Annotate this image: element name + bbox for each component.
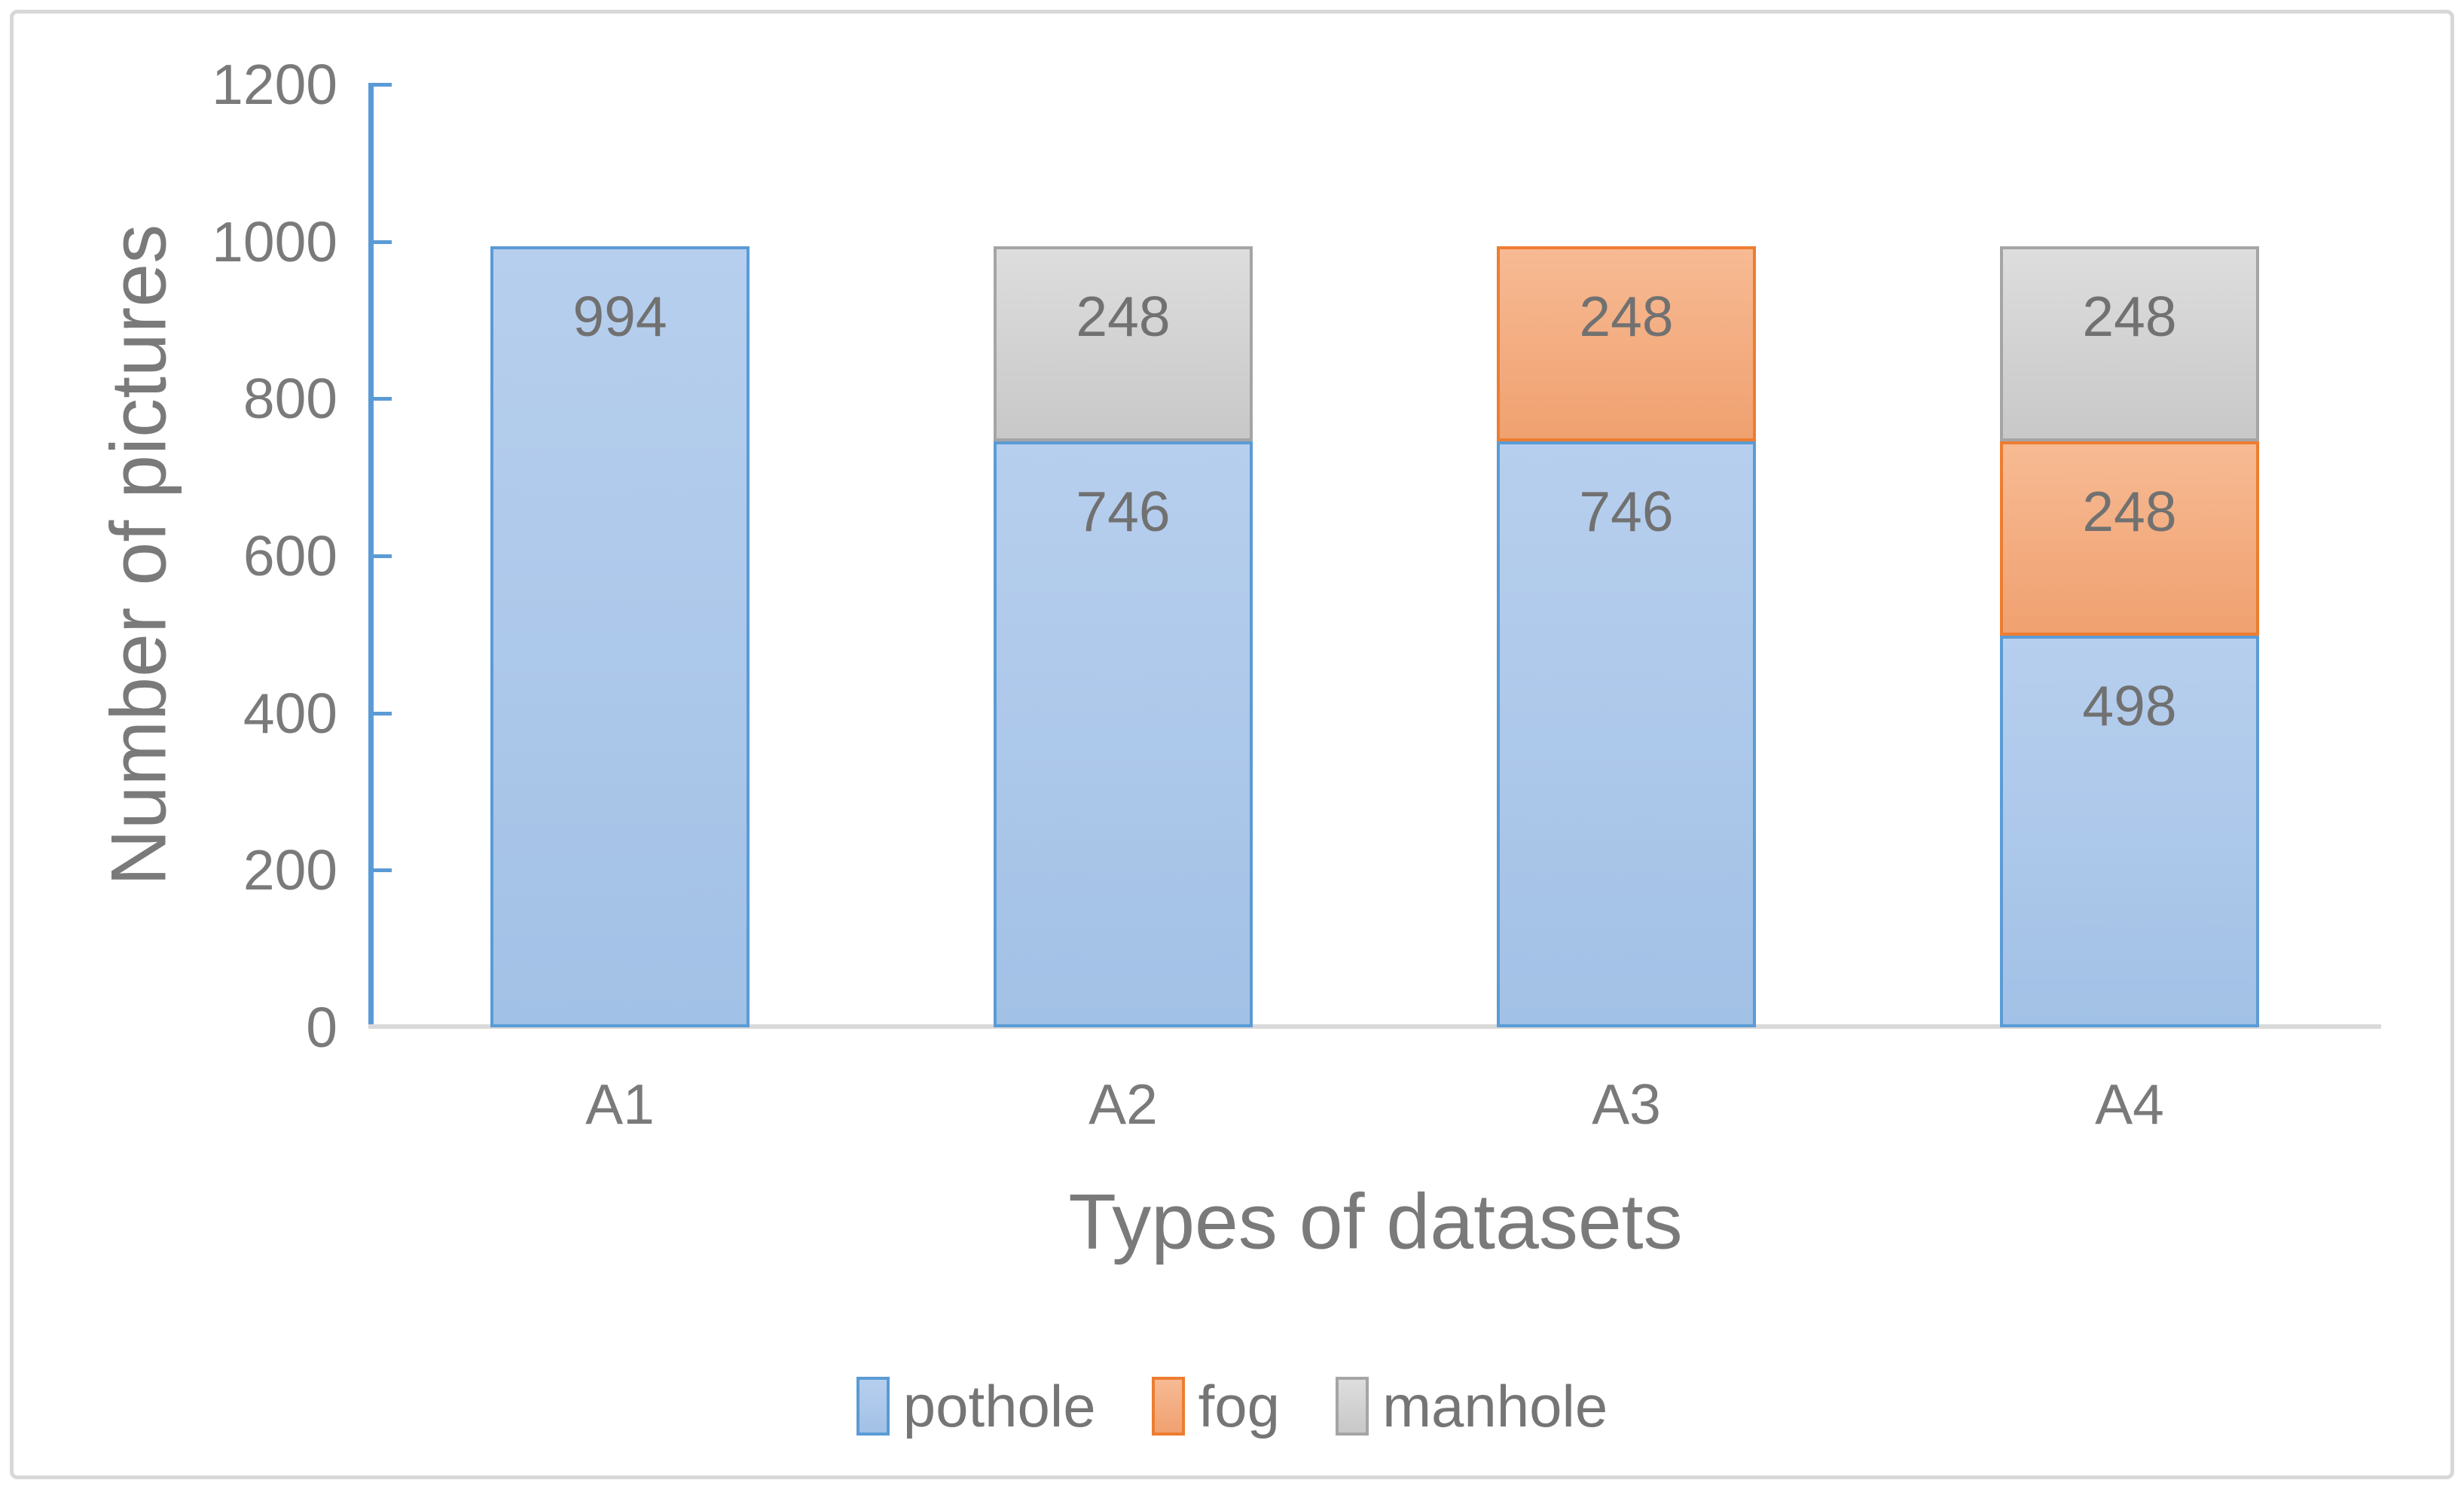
- data-label-manhole-A2: 248: [1076, 284, 1171, 348]
- bar-segment-pothole-A4: 498: [2000, 636, 2259, 1027]
- category-label-A3: A3: [1592, 1073, 1661, 1136]
- data-label-pothole-A3: 746: [1579, 479, 1674, 543]
- data-label-pothole-A4: 498: [2082, 674, 2177, 738]
- data-label-pothole-A2: 746: [1076, 479, 1171, 543]
- y-axis-tick: [372, 240, 392, 244]
- data-label-fog-A3: 248: [1579, 284, 1674, 348]
- y-axis-tick-label: 200: [243, 838, 337, 902]
- legend: pothole fog manhole: [0, 1365, 2464, 1448]
- y-axis-line: [368, 83, 374, 1027]
- legend-swatch-manhole: [1336, 1377, 1369, 1436]
- y-axis-tick: [372, 868, 392, 873]
- legend-swatch-pothole: [856, 1377, 890, 1436]
- y-axis-tick-label: 600: [243, 524, 337, 587]
- bar-segment-pothole-A1: 994: [490, 246, 750, 1027]
- y-axis-tick-label: 800: [243, 367, 337, 431]
- y-axis-tick-label: 0: [306, 996, 337, 1059]
- legend-label-fog: fog: [1198, 1373, 1281, 1439]
- x-axis-title: Types of datasets: [1068, 1178, 1683, 1266]
- chart-border: [10, 10, 2454, 1479]
- category-label-A4: A4: [2095, 1073, 2164, 1136]
- data-label-pothole-A1: 994: [572, 284, 667, 348]
- y-axis-tick-label: 1200: [212, 53, 337, 116]
- legend-item-pothole: pothole: [856, 1377, 1096, 1436]
- legend-label-manhole: manhole: [1382, 1373, 1608, 1439]
- y-axis-tick-label: 1000: [212, 209, 337, 273]
- legend-item-fog: fog: [1151, 1373, 1281, 1439]
- bar-segment-fog-A3: 248: [1497, 246, 1756, 441]
- bar-segment-pothole-A3: 746: [1497, 441, 1756, 1027]
- y-axis-tick: [372, 397, 392, 401]
- y-axis-tick: [372, 83, 392, 87]
- legend-label-pothole: pothole: [902, 1373, 1096, 1439]
- bar-segment-manhole-A4: 248: [2000, 246, 2259, 441]
- bar-segment-manhole-A2: 248: [994, 246, 1253, 441]
- y-axis-tick: [372, 554, 392, 558]
- bar-segment-fog-A4: 248: [2000, 441, 2259, 636]
- legend-item-manhole: manhole: [1336, 1377, 1608, 1436]
- y-axis-tick-label: 400: [243, 681, 337, 745]
- category-label-A2: A2: [1088, 1073, 1158, 1136]
- bar-segment-pothole-A2: 746: [994, 441, 1253, 1027]
- x-axis-line: [368, 1024, 2381, 1029]
- y-axis-tick: [372, 711, 392, 716]
- data-label-fog-A4: 248: [2082, 479, 2177, 543]
- data-label-manhole-A4: 248: [2082, 284, 2177, 348]
- legend-swatch-fog: [1151, 1377, 1185, 1436]
- category-label-A1: A1: [585, 1073, 655, 1136]
